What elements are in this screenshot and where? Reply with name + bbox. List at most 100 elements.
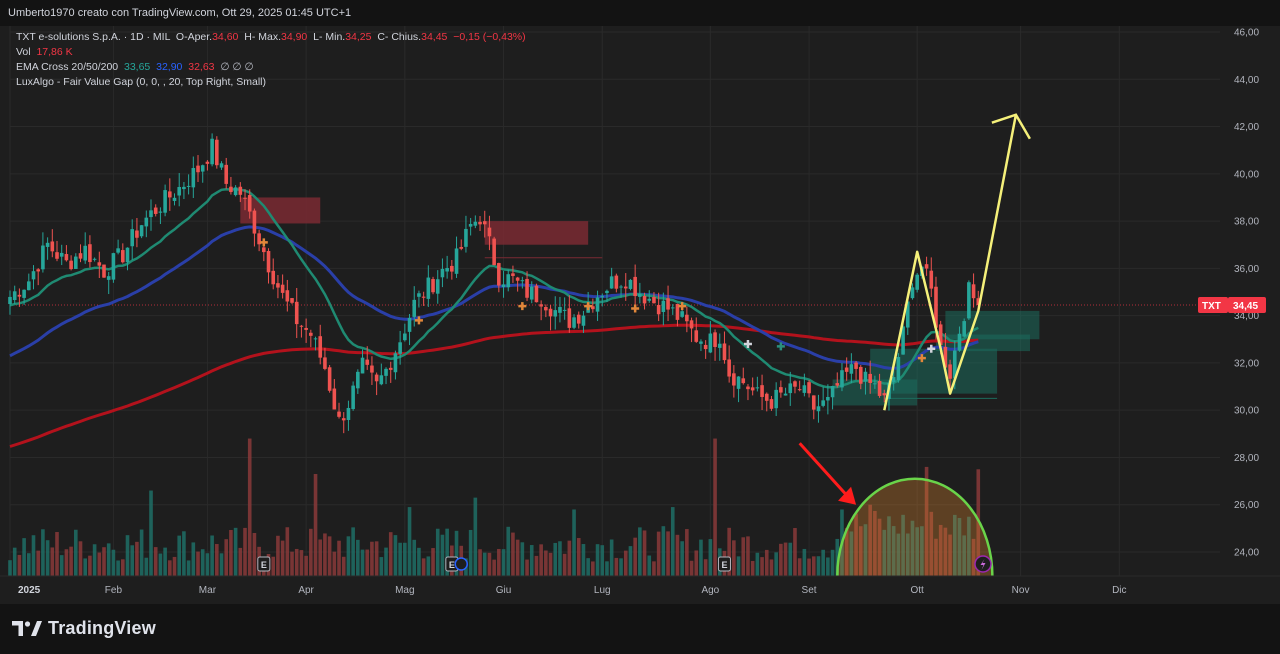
volume-bar (774, 552, 778, 576)
volume-bar (360, 549, 365, 576)
volume-bar (548, 552, 553, 576)
volume-bar (177, 535, 182, 576)
volume-bar (501, 549, 506, 576)
candle-body (797, 389, 802, 391)
candle-body (746, 386, 750, 390)
candle-body (445, 268, 449, 272)
candle-body (182, 186, 186, 190)
volume-bar (929, 511, 934, 576)
candle-body (468, 223, 473, 227)
volume-bar (920, 526, 924, 576)
candle-body (78, 253, 83, 259)
candle-body (492, 238, 496, 266)
candle-body (703, 344, 708, 350)
volume-bar (50, 547, 55, 576)
volume-bar (59, 555, 64, 576)
candle-body (868, 373, 872, 384)
candle-body (873, 383, 877, 385)
volume-bar (699, 539, 703, 576)
price-tick-label: 36,00 (1234, 264, 1259, 275)
candle-body (450, 265, 454, 272)
chart-area[interactable]: 46,00 44,00 42,00 40,00 38,00 36,00 34,00 32,00… (0, 26, 1280, 604)
candle-body (558, 307, 562, 313)
volume-bar (153, 547, 158, 576)
volume-bar (553, 542, 558, 576)
earnings-marker[interactable]: E (717, 556, 731, 572)
candle-body (83, 245, 88, 261)
candle-body (816, 406, 821, 412)
candle-body (121, 250, 125, 263)
ema20-line (9, 187, 979, 389)
event-lightning-marker[interactable] (974, 555, 992, 573)
legend-close-label: C (377, 31, 385, 43)
legend-symbol[interactable]: TXT e-solutions S.p.A. · 1D · MIL (16, 31, 171, 43)
candle-body (840, 370, 844, 388)
volume-bar (750, 560, 755, 576)
candle-body (515, 277, 520, 281)
candle-body (224, 164, 229, 184)
earnings-marker[interactable]: E (257, 556, 271, 572)
candle-body (205, 161, 210, 164)
volume-bar (78, 541, 83, 576)
price-tick-label: 46,00 (1234, 28, 1259, 39)
time-tick-label: Ott (911, 585, 925, 596)
volume-bar (642, 530, 647, 576)
candle-body (163, 190, 167, 213)
candle-body (346, 407, 351, 420)
candle-body (341, 418, 346, 421)
volume-bar (802, 548, 807, 576)
candle-body (412, 299, 417, 317)
price-tick-label: 30,00 (1234, 406, 1259, 417)
volume-bar (294, 548, 299, 576)
legend-ema-label: EMA Cross 20/50/200 (16, 61, 119, 73)
volume-bar (327, 536, 332, 576)
volume-bar (915, 527, 919, 576)
volume-bar (299, 550, 304, 576)
legend-open-prefix: -Aper. (184, 31, 213, 43)
volume-bar (215, 544, 219, 576)
candle-body (520, 280, 525, 282)
price-tick-label: 44,00 (1234, 75, 1259, 86)
candle-body (50, 241, 55, 252)
candle-body (421, 296, 426, 298)
volume-bar (835, 538, 840, 576)
volume-bar (233, 527, 238, 576)
volume-bar (807, 558, 811, 576)
chart-canvas[interactable]: 46,00 44,00 42,00 40,00 38,00 36,00 34,00 32,00… (0, 26, 1280, 604)
legend-line-fvg[interactable]: LuxAlgo - Fair Value Gap (0, 0, , 20, To… (16, 76, 266, 88)
candle-body (948, 364, 952, 379)
candle-body (525, 278, 529, 298)
candle-body (215, 139, 219, 166)
volume-bar (163, 547, 167, 576)
legend-ema20: 33,65 (123, 61, 151, 73)
time-tick-label: Lug (594, 585, 611, 596)
price-tick-label: 34,00 (1234, 311, 1259, 322)
candle-body (779, 387, 783, 393)
volume-bar (506, 526, 511, 576)
candle-body (196, 165, 200, 173)
tradingview-logo[interactable]: TradingView (12, 618, 156, 639)
candle-body (158, 211, 163, 213)
volume-bar (407, 507, 412, 576)
volume-bar (873, 510, 877, 576)
volume-bar (741, 537, 746, 576)
volume-bar (445, 528, 449, 576)
legend-line-volume[interactable]: Vol 17,86 K (16, 46, 73, 58)
volume-bar (473, 497, 478, 576)
volume-highlight-fill (837, 478, 993, 576)
volume-bar (219, 553, 224, 576)
candle-body (257, 233, 261, 245)
candle-body (459, 247, 464, 249)
candle-body (755, 387, 760, 389)
volume-bar (186, 560, 191, 576)
volume-bar (332, 551, 337, 576)
red-arrow-head (838, 486, 857, 505)
volume-bar (887, 516, 891, 576)
volume-bar (877, 518, 882, 576)
candle-body (135, 230, 139, 238)
time-tick-label: Set (802, 585, 817, 596)
volume-bar (92, 544, 97, 576)
candle-body (191, 168, 196, 188)
legend-line-ema[interactable]: EMA Cross 20/50/200 33,65 32,90 32,63 ∅ … (16, 61, 254, 73)
volume-bar (318, 539, 323, 576)
